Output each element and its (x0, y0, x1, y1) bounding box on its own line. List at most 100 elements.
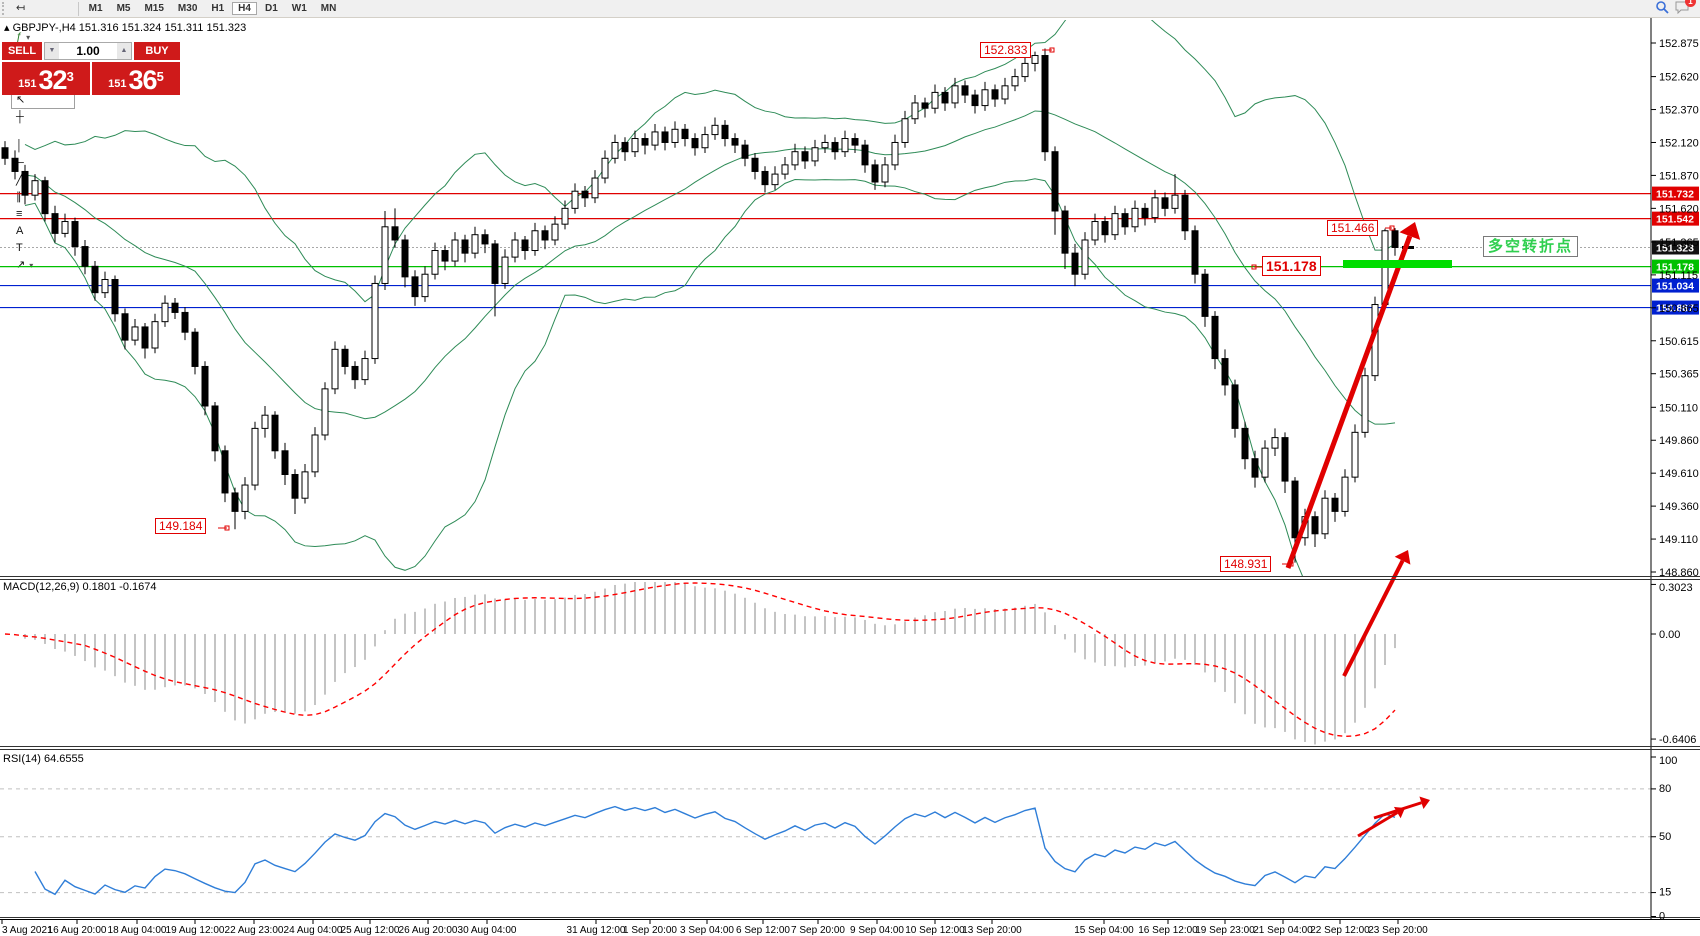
svg-text:151.732: 151.732 (1656, 189, 1694, 201)
vertical-line-button[interactable]: │ (11, 138, 75, 155)
svg-text:149.610: 149.610 (1659, 468, 1699, 480)
price-label-low-august[interactable]: 149.184 (155, 518, 207, 534)
text-icon: A (16, 225, 24, 237)
svg-text:149.110: 149.110 (1659, 534, 1698, 546)
price-label-pivot-high[interactable]: 151.466 (1327, 220, 1379, 236)
sell-button[interactable]: SELL (2, 42, 42, 60)
svg-text:151.323: 151.323 (1656, 242, 1694, 254)
timeframe-m1[interactable]: M1 (88, 2, 103, 14)
label-icon: T (16, 242, 23, 254)
buy-button[interactable]: BUY (134, 42, 180, 60)
volume-decrease-button[interactable]: ▼ (45, 43, 59, 59)
notifications-icon[interactable]: 1 (1675, 0, 1696, 17)
svg-text:22 Aug 23:00: 22 Aug 23:00 (225, 925, 284, 936)
indicators-button[interactable]: ƒ ▾ (16, 31, 31, 43)
arrows-button[interactable]: ↗ ▾ (16, 259, 34, 271)
svg-text:6 Sep 12:00: 6 Sep 12:00 (736, 925, 790, 936)
svg-text:18 Aug 04:00: 18 Aug 04:00 (108, 925, 167, 936)
svg-text:23 Sep 20:00: 23 Sep 20:00 (1368, 925, 1428, 936)
svg-text:16 Aug 20:00: 16 Aug 20:00 (48, 925, 107, 936)
channel-button[interactable]: ∥ (11, 189, 75, 206)
trendline-icon: ╱ (16, 174, 23, 186)
timeframe-h4[interactable]: H4 (232, 1, 257, 15)
chart-shift-button[interactable]: ↤ (11, 0, 75, 17)
svg-text:150.867: 150.867 (1656, 303, 1694, 315)
volume-increase-button[interactable]: ▲ (117, 43, 131, 59)
label-button[interactable]: T (11, 240, 75, 257)
svg-text:100: 100 (1659, 755, 1677, 767)
fibonacci-button[interactable]: ≡ (11, 206, 75, 223)
svg-text:152.620: 152.620 (1659, 72, 1699, 84)
indicators-icon: ƒ (16, 31, 23, 43)
support-zone-bar[interactable] (1343, 260, 1452, 268)
timeframe-m15[interactable]: M15 (144, 2, 164, 14)
svg-text:150.110: 150.110 (1659, 402, 1698, 414)
price-label-support[interactable]: 151.178 (1262, 256, 1321, 276)
svg-text:25 Aug 12:00: 25 Aug 12:00 (341, 925, 400, 936)
crosshair-button[interactable]: ┼ (11, 109, 75, 126)
horizontal-line-button[interactable]: ─ (11, 155, 75, 172)
svg-text:31 Aug 12:00: 31 Aug 12:00 (567, 925, 626, 936)
rsi-indicator-label: RSI(14) 64.6555 (3, 753, 84, 765)
svg-text:19 Sep 23:00: 19 Sep 23:00 (1195, 925, 1255, 936)
svg-text:151.034: 151.034 (1656, 281, 1694, 293)
text-button[interactable]: A (11, 223, 75, 240)
vertical-line-icon: │ (16, 140, 23, 152)
svg-text:10 Sep 12:00: 10 Sep 12:00 (905, 925, 965, 936)
svg-text:13 Sep 20:00: 13 Sep 20:00 (962, 925, 1022, 936)
svg-text:152.370: 152.370 (1659, 105, 1699, 117)
svg-text:30 Aug 04:00: 30 Aug 04:00 (458, 925, 517, 936)
svg-text:151.365: 151.365 (1659, 237, 1699, 249)
svg-text:151.115: 151.115 (1659, 270, 1698, 282)
symbol-ohlc-header: ▴ GBPJPY-,H4 151.316 151.324 151.311 151… (4, 22, 247, 34)
svg-text:50: 50 (1659, 831, 1671, 843)
timeframe-mn[interactable]: MN (320, 2, 337, 14)
svg-text:1 Sep 20:00: 1 Sep 20:00 (623, 925, 677, 936)
svg-text:3 Sep 04:00: 3 Sep 04:00 (680, 925, 734, 936)
svg-text:0.00: 0.00 (1659, 629, 1680, 641)
svg-text:22 Sep 12:00: 22 Sep 12:00 (1310, 925, 1370, 936)
svg-text:24 Aug 04:00: 24 Aug 04:00 (284, 925, 343, 936)
fibonacci-icon: ≡ (16, 208, 23, 220)
notification-badge: 1 (1685, 0, 1696, 7)
macd-indicator-label: MACD(12,26,9) 0.1801 -0.1674 (3, 581, 157, 593)
search-icon[interactable] (1655, 0, 1669, 17)
svg-text:150.865: 150.865 (1659, 303, 1699, 315)
crosshair-icon: ┼ (16, 111, 24, 123)
pivot-note-text[interactable]: 多空转折点 (1483, 236, 1579, 257)
svg-text:-0.6406: -0.6406 (1659, 734, 1696, 746)
volume-input[interactable]: 1.00 (76, 44, 100, 58)
timeframe-m30[interactable]: M30 (177, 2, 198, 14)
svg-text:0: 0 (1659, 911, 1665, 923)
one-click-trading-panel: SELL ▼ 1.00 ▲ BUY 151 32 3 151 36 5 (2, 42, 180, 95)
svg-text:152.120: 152.120 (1659, 137, 1699, 149)
price-label-low-september[interactable]: 148.931 (1220, 556, 1272, 572)
main-toolbar: ▦▤新订单◆▣◉●自动交易▍▮∿⊕⊖⊞↦↤ƒ▾◔▾▦▾↖┼│─╱∥≡AT↗▾ M… (0, 0, 1700, 271)
svg-text:149.360: 149.360 (1659, 501, 1699, 513)
svg-text:7 Sep 20:00: 7 Sep 20:00 (791, 925, 845, 936)
timeframe-m5[interactable]: M5 (116, 2, 131, 14)
svg-text:21 Sep 04:00: 21 Sep 04:00 (1253, 925, 1313, 936)
bid-price[interactable]: 151 32 3 (2, 62, 90, 95)
svg-text:151.542: 151.542 (1656, 214, 1694, 226)
timeframe-h1[interactable]: H1 (211, 2, 225, 14)
trendline-button[interactable]: ╱ (11, 172, 75, 189)
svg-text:151.870: 151.870 (1659, 170, 1699, 182)
svg-text:150.365: 150.365 (1659, 369, 1699, 381)
price-label-high[interactable]: 152.833 (980, 42, 1032, 58)
svg-text:3 Aug 2021: 3 Aug 2021 (2, 925, 53, 936)
timeframe-d1[interactable]: D1 (264, 2, 278, 14)
svg-text:16 Sep 12:00: 16 Sep 12:00 (1138, 925, 1198, 936)
svg-text:152.875: 152.875 (1659, 38, 1699, 50)
timeframe-w1[interactable]: W1 (291, 2, 307, 14)
svg-text:151.620: 151.620 (1659, 203, 1699, 215)
cursor-icon: ↖ (16, 94, 26, 106)
svg-text:149.860: 149.860 (1659, 435, 1699, 447)
svg-text:80: 80 (1659, 783, 1671, 795)
svg-text:15 Sep 04:00: 15 Sep 04:00 (1074, 925, 1134, 936)
svg-text:9 Sep 04:00: 9 Sep 04:00 (850, 925, 904, 936)
horizontal-line-icon: ─ (16, 157, 24, 169)
ask-price[interactable]: 151 36 5 (92, 62, 180, 95)
svg-text:0.3023: 0.3023 (1659, 582, 1693, 594)
